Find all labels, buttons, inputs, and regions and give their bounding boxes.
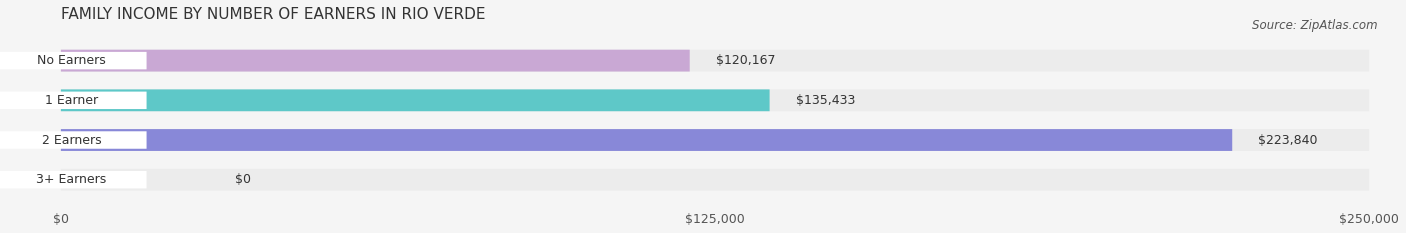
Text: No Earners: No Earners: [37, 54, 105, 67]
Text: $223,840: $223,840: [1258, 134, 1317, 147]
Text: 3+ Earners: 3+ Earners: [37, 173, 107, 186]
FancyBboxPatch shape: [0, 52, 146, 69]
Text: 2 Earners: 2 Earners: [42, 134, 101, 147]
FancyBboxPatch shape: [60, 129, 1369, 151]
Text: Source: ZipAtlas.com: Source: ZipAtlas.com: [1253, 19, 1378, 32]
FancyBboxPatch shape: [0, 92, 146, 109]
FancyBboxPatch shape: [60, 50, 1369, 72]
FancyBboxPatch shape: [60, 89, 1369, 111]
Text: $135,433: $135,433: [796, 94, 855, 107]
FancyBboxPatch shape: [0, 171, 146, 188]
Text: 1 Earner: 1 Earner: [45, 94, 98, 107]
FancyBboxPatch shape: [60, 129, 1232, 151]
FancyBboxPatch shape: [60, 89, 769, 111]
FancyBboxPatch shape: [60, 169, 1369, 191]
Text: $0: $0: [235, 173, 250, 186]
FancyBboxPatch shape: [0, 131, 146, 149]
Text: FAMILY INCOME BY NUMBER OF EARNERS IN RIO VERDE: FAMILY INCOME BY NUMBER OF EARNERS IN RI…: [60, 7, 485, 22]
Text: $120,167: $120,167: [716, 54, 775, 67]
FancyBboxPatch shape: [60, 50, 690, 72]
